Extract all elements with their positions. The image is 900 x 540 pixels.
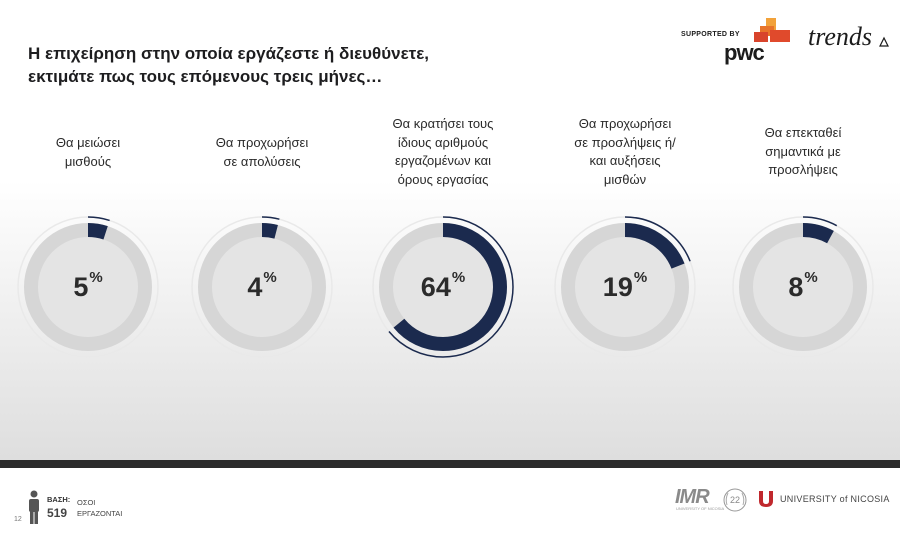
donut-outer-arc bbox=[372, 216, 514, 358]
donut-value-arc bbox=[379, 223, 507, 351]
value-label: 64% bbox=[368, 212, 518, 362]
value-unit: % bbox=[89, 269, 103, 286]
donut-outer-arc bbox=[17, 216, 159, 358]
university-logo-icon bbox=[759, 491, 773, 507]
donut-value-arc bbox=[24, 223, 152, 351]
category-label-line: Θα κρατήσει τους bbox=[392, 116, 494, 131]
page-number: 12 bbox=[14, 516, 22, 523]
base-desc-line-1: ΟΣΟΙ bbox=[77, 498, 96, 507]
seal-number: 22 bbox=[730, 495, 740, 505]
category-label-line: σε απολύσεις bbox=[223, 153, 301, 169]
base-label: ΒΑΣΗ: bbox=[47, 495, 71, 504]
value-unit: % bbox=[633, 269, 648, 286]
donut-gauge: 4% bbox=[187, 212, 337, 362]
supported-by-label: SUPPORTED BY bbox=[681, 31, 740, 38]
donut-svg bbox=[191, 216, 333, 358]
donut-gauge: 8% bbox=[728, 212, 878, 362]
category-label-line: Θα μειώσει bbox=[55, 135, 121, 150]
pwc-logo-blocks bbox=[754, 18, 790, 42]
value-label: 8% bbox=[728, 212, 878, 362]
value-unit: % bbox=[804, 269, 818, 286]
category-label-line: σε προσλήψεις ή/ bbox=[574, 134, 676, 150]
category-label-line: σημαντικά με bbox=[765, 143, 841, 159]
donut-gauge: 5% bbox=[13, 212, 163, 362]
category-label-line: προσλήψεις bbox=[768, 162, 838, 177]
donut-gauge: 19% bbox=[550, 212, 700, 362]
category-label-line: Θα προχωρήσει bbox=[578, 116, 672, 131]
donut-outer-arc bbox=[554, 216, 696, 358]
donut-svg bbox=[554, 216, 696, 358]
university-name: UNIVERSITY of NICOSIA bbox=[780, 494, 890, 504]
trends-leaf-icon bbox=[879, 36, 889, 47]
value-number: 19 bbox=[602, 271, 633, 302]
donut-gauge: 64% bbox=[368, 212, 518, 362]
value-unit: % bbox=[451, 269, 466, 286]
category-label-line: Θα επεκταθεί bbox=[764, 125, 842, 140]
donut-value-arc bbox=[561, 223, 689, 351]
value-label: 5% bbox=[13, 212, 163, 362]
anniversary-seal-icon: 22 bbox=[723, 488, 747, 512]
value-number: 5 bbox=[73, 271, 89, 302]
value-number: 8 bbox=[788, 271, 804, 302]
title-line-1: Η επιχείρηση στην οποία εργάζεστε ή διευ… bbox=[28, 44, 430, 63]
title-line-2: εκτιμάτε πως τους επόμενους τρεις μήνες… bbox=[28, 67, 383, 86]
category-label-line: ίδιους αριθμούς bbox=[397, 134, 489, 150]
donut-outer-arc bbox=[732, 216, 874, 358]
value-number: 64 bbox=[420, 271, 451, 302]
imr-logo: IMR bbox=[675, 486, 710, 508]
donut-svg bbox=[372, 216, 514, 358]
category-label-line: εργαζομένων και bbox=[394, 153, 492, 168]
category-label: Θα μειώσει μισθούς bbox=[18, 134, 158, 171]
value-label: 4% bbox=[187, 212, 337, 362]
value-label: 19% bbox=[550, 212, 700, 362]
imr-subtitle: UNIVERSITY OF NICOSIA bbox=[676, 506, 725, 511]
category-label: Θα κρατήσει τους ίδιους αριθμούς εργαζομέν… bbox=[373, 115, 513, 189]
pwc-logo: pwc bbox=[724, 40, 765, 65]
donut-value-arc bbox=[739, 223, 867, 351]
category-label: Θα προχωρήσει σε προσλήψεις ή/και αυξήσει… bbox=[555, 115, 695, 189]
person-icon bbox=[29, 490, 39, 524]
footer-divider bbox=[0, 460, 900, 468]
category-label-line: και αυξήσεις bbox=[589, 153, 661, 168]
category-label-line: μισθών bbox=[603, 171, 647, 187]
category-label-line: μισθούς bbox=[64, 153, 112, 169]
category-label-line: όρους εργασίας bbox=[397, 171, 489, 187]
donut-svg bbox=[17, 216, 159, 358]
footer bbox=[0, 468, 900, 540]
base-desc-line-2: ΕΡΓΑΖΟΝΤΑΙ bbox=[77, 509, 123, 518]
donut-outer-arc bbox=[191, 216, 333, 358]
base-description: ΟΣΟΙ ΕΡΓΑΖΟΝΤΑΙ bbox=[77, 497, 122, 519]
donut-value-arc bbox=[198, 223, 326, 351]
value-number: 4 bbox=[247, 271, 263, 302]
category-label: Θα επεκταθεί σημαντικά με προσλήψεις bbox=[733, 124, 873, 180]
base-value: 519 bbox=[47, 506, 68, 520]
donut-svg bbox=[732, 216, 874, 358]
value-unit: % bbox=[263, 269, 277, 286]
trends-logo: trends bbox=[808, 22, 873, 51]
category-label-line: Θα προχωρήσει bbox=[215, 135, 309, 150]
chart-title: Η επιχείρηση στην οποία εργάζεστε ή διευ… bbox=[28, 42, 588, 88]
category-label: Θα προχωρήσει σε απολύσεις bbox=[192, 134, 332, 171]
